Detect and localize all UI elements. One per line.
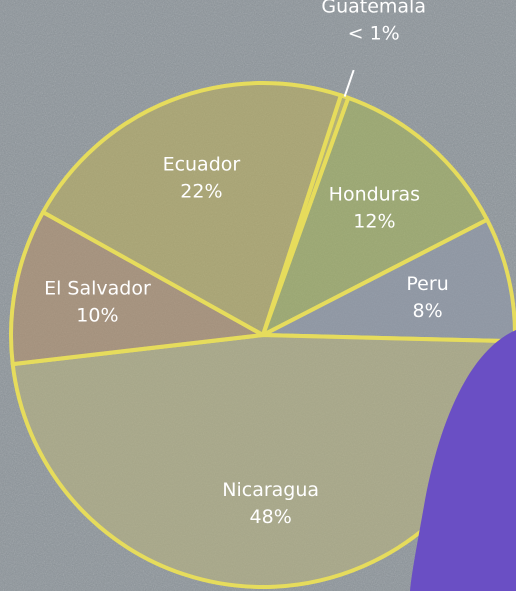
chart: Guatemala < 1% Honduras 12% Peru 8% Nicaragua 4… [0, 0, 516, 591]
value-label: < 1% [348, 23, 400, 45]
value-label: 8% [413, 300, 443, 322]
slice-label: Ecuador [163, 153, 241, 175]
slice-label: Guatemala [321, 0, 426, 18]
page: {"chart_data": {"type": "pie", "categori… [0, 0, 516, 591]
slice-label: Peru [406, 273, 448, 295]
value-label: 22% [180, 180, 222, 202]
value-label: 12% [353, 211, 395, 233]
value-label: 48% [250, 506, 292, 528]
slice-label: Honduras [329, 184, 420, 206]
slice-label: El Salvador [44, 277, 151, 299]
slice-label: Nicaragua [222, 479, 319, 501]
value-label: 10% [76, 304, 118, 326]
